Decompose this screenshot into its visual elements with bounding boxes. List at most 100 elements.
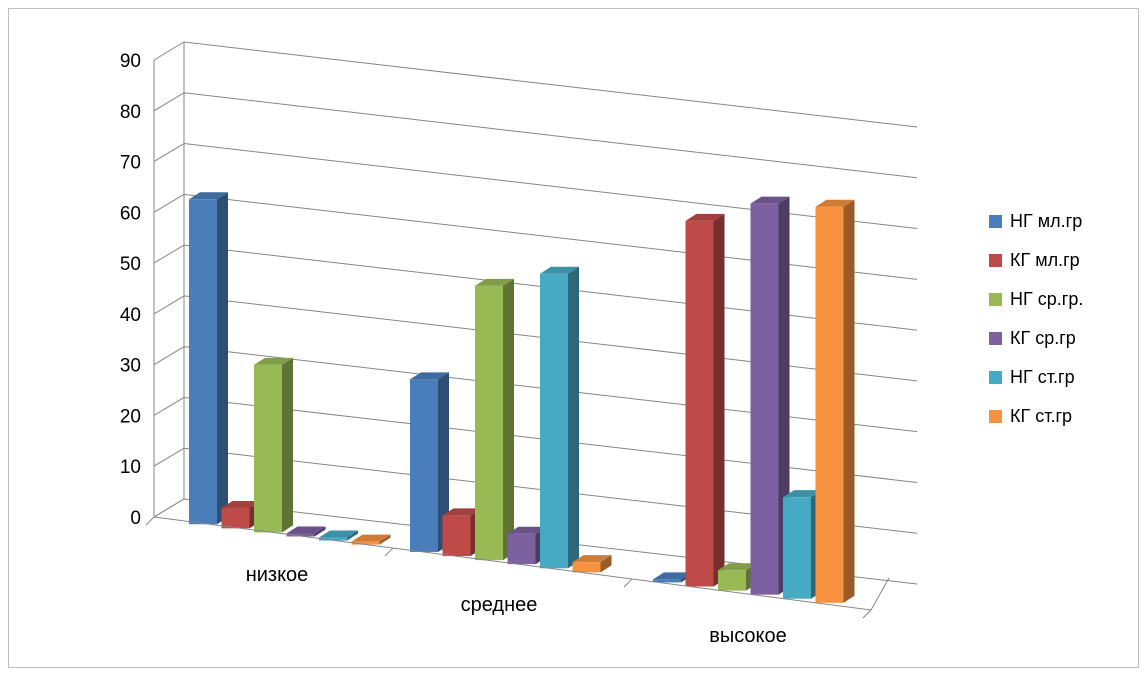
gridline-side: [153, 244, 185, 264]
bar-side: [503, 278, 514, 561]
bar-top: [442, 508, 482, 516]
bar-side: [217, 192, 228, 525]
bar-top: [653, 572, 692, 580]
bar-top: [572, 555, 612, 563]
bar-side: [843, 199, 855, 603]
bar-side: [347, 530, 358, 541]
bar: [783, 490, 822, 599]
y-tick-label: 80: [120, 102, 141, 123]
bar-top: [319, 530, 358, 538]
bar: [572, 555, 612, 573]
gridline: [183, 92, 918, 179]
bar-side: [379, 534, 391, 545]
gridline: [183, 41, 918, 128]
bar: [475, 278, 514, 561]
bar-front: [286, 533, 315, 537]
y-tick-label: 10: [120, 457, 141, 478]
x-category-label: высокое: [709, 625, 787, 647]
bar-front: [685, 220, 714, 587]
bar-top: [221, 501, 261, 509]
legend-label: НГ ср.гр.: [1010, 289, 1083, 309]
y-tick-label: 50: [120, 254, 141, 275]
bar-chart-3d: 0102030405060708090низкоесреднеевысокое …: [120, 41, 1083, 647]
bar: [286, 526, 326, 537]
legend-label: КГ ср.гр: [1010, 328, 1076, 348]
legend-swatch: [989, 332, 1002, 345]
bar-front: [653, 579, 681, 583]
gridline: [183, 193, 918, 280]
legend-swatch: [989, 410, 1002, 423]
x-axis-tick: [862, 609, 872, 619]
bar: [750, 196, 790, 595]
bar: [319, 530, 358, 541]
bar: [718, 563, 757, 591]
bar-front: [572, 562, 601, 573]
x-axis-tick: [145, 516, 155, 526]
bar-front: [507, 533, 536, 565]
bar: [189, 192, 228, 525]
bar: [815, 199, 855, 603]
legend-swatch: [989, 293, 1002, 306]
bar-top: [685, 213, 725, 221]
bar-side: [600, 555, 612, 573]
chart-frame: 0 10 20 30 40 50 60 70 80 90 низкое среднее высокое …: [8, 8, 1139, 668]
gridline-side: [153, 295, 185, 315]
x-category-label: среднее: [461, 594, 538, 616]
bar: [685, 213, 725, 587]
gridline-side: [153, 92, 185, 112]
bar-front: [351, 541, 380, 545]
legend-swatch: [989, 215, 1002, 228]
y-tick-label: 0: [130, 508, 141, 529]
y-tick-label: 30: [120, 356, 141, 377]
bar-front: [254, 364, 282, 533]
bar: [410, 372, 449, 552]
bar-front: [718, 570, 746, 591]
bar-top: [254, 357, 293, 365]
bar-top: [507, 526, 547, 534]
bar-top: [750, 196, 790, 204]
bar-top: [540, 266, 579, 274]
bar-front: [540, 273, 568, 569]
gridline-side: [153, 143, 185, 162]
legend-item: КГ ср.гр: [989, 328, 1076, 348]
legend-item: НГ ст.гр: [989, 367, 1075, 387]
y-tick-label: 70: [120, 153, 141, 174]
bar-front: [475, 285, 503, 561]
bar-side: [282, 357, 293, 533]
gridline-side: [153, 41, 185, 61]
legend-label: НГ ст.гр: [1010, 367, 1075, 387]
legend-swatch: [989, 254, 1002, 267]
legend-swatch: [989, 371, 1002, 384]
x-axis-tick: [623, 578, 633, 588]
bar-top: [351, 534, 391, 542]
x-axis-tick: [384, 547, 394, 557]
bar-top: [783, 490, 822, 498]
bar: [351, 534, 391, 545]
bar: [254, 357, 293, 533]
bar: [540, 266, 579, 569]
bar-top: [286, 526, 326, 534]
y-tick-label: 20: [120, 406, 141, 427]
legend-item: НГ ср.гр.: [989, 289, 1083, 309]
bar-side: [568, 266, 579, 569]
x-category-label: низкое: [246, 564, 309, 586]
bar-front: [189, 199, 217, 525]
gridline-side: [153, 193, 185, 213]
legend-item: КГ мл.гр: [989, 250, 1080, 270]
bar-side: [314, 526, 326, 537]
gridline-side: [153, 397, 185, 416]
gridline-side: [153, 346, 185, 366]
bar-front: [319, 537, 347, 541]
bar-side: [713, 213, 725, 587]
legend-label: НГ мл.гр: [1010, 211, 1082, 231]
legend-item: КГ ст.гр: [989, 406, 1072, 426]
legend-label: КГ ст.гр: [1010, 406, 1072, 426]
bar-side: [438, 372, 449, 552]
y-tick-label: 90: [120, 51, 141, 72]
bar-top: [410, 372, 449, 380]
bar-front: [750, 203, 779, 595]
gridline-side: [153, 447, 185, 467]
bar-top: [815, 199, 855, 207]
legend-label: КГ мл.гр: [1010, 250, 1080, 270]
bar-top: [189, 192, 228, 200]
